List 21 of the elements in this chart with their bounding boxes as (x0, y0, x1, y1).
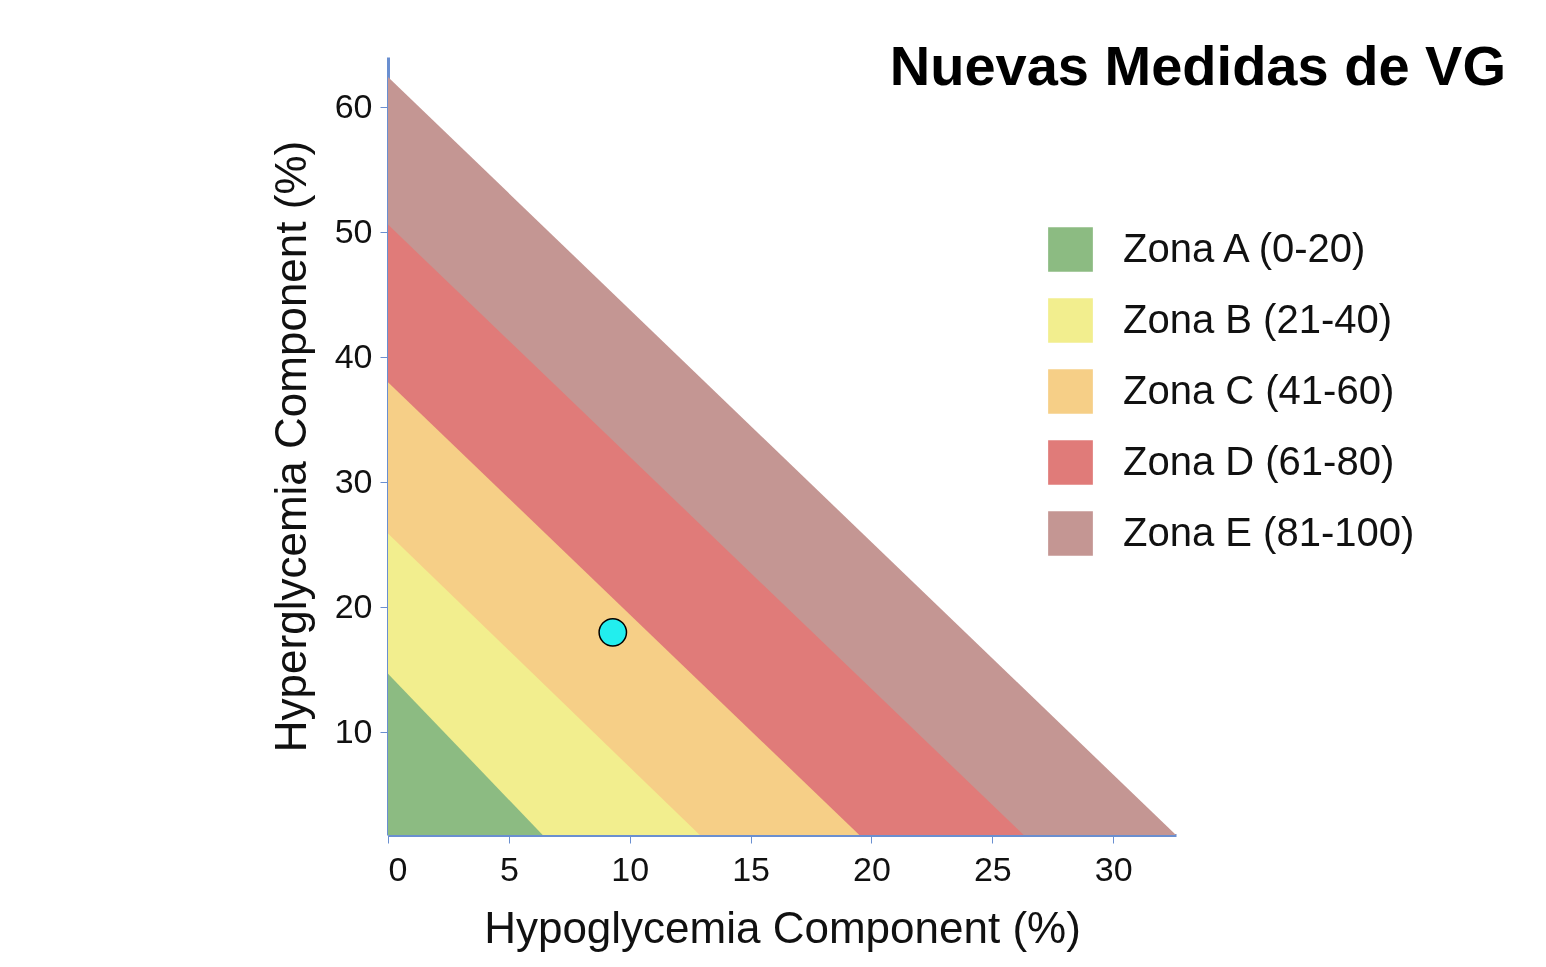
y-tick-label: 20 (334, 586, 373, 625)
x-tick-label: 10 (611, 849, 650, 888)
legend-label: Zona B (21-40) (1123, 296, 1393, 341)
chart-title: Nuevas Medidas de VG (889, 34, 1506, 97)
y-tick-label: 40 (334, 336, 373, 375)
x-tick-label: 20 (853, 849, 891, 888)
legend-label: Zona C (41-60) (1123, 367, 1395, 412)
y-tick-label: 50 (334, 211, 373, 250)
x-tick-label: 15 (732, 849, 770, 888)
legend-label: Zona A (0-20) (1123, 225, 1366, 270)
x-axis-title: Hypoglycemia Component (%) (484, 902, 1081, 952)
x-tick-label: 5 (499, 849, 519, 888)
x-tick-label: 30 (1094, 849, 1133, 888)
x-tick-label: 0 (388, 849, 408, 888)
y-tick-label: 60 (334, 86, 373, 125)
y-tick-label: 30 (334, 461, 373, 500)
y-axis-title: Hyperglycemia Component (%) (265, 140, 315, 753)
y-tick-label: 10 (334, 711, 373, 750)
legend-label: Zona E (81-100) (1123, 509, 1415, 554)
legend-label: Zona D (61-80) (1123, 438, 1395, 483)
x-tick-label: 25 (973, 849, 1012, 888)
